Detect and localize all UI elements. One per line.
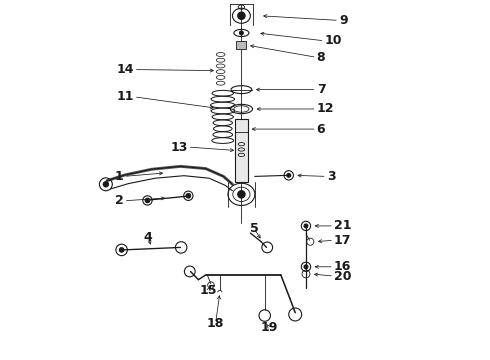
Text: 21: 21 bbox=[334, 219, 351, 233]
Text: 13: 13 bbox=[170, 140, 188, 153]
Circle shape bbox=[103, 182, 108, 187]
Circle shape bbox=[304, 265, 308, 269]
Text: 4: 4 bbox=[144, 231, 152, 244]
Text: 1: 1 bbox=[115, 170, 124, 183]
Bar bbox=[235, 119, 248, 182]
Text: 5: 5 bbox=[249, 222, 258, 235]
Text: 12: 12 bbox=[317, 103, 334, 116]
Circle shape bbox=[287, 174, 291, 177]
Text: 14: 14 bbox=[116, 63, 134, 76]
Circle shape bbox=[240, 31, 243, 35]
Circle shape bbox=[146, 198, 149, 203]
Text: 15: 15 bbox=[199, 284, 217, 297]
Text: 11: 11 bbox=[116, 90, 134, 103]
Text: 7: 7 bbox=[317, 83, 325, 96]
Bar bbox=[236, 41, 246, 49]
Text: 6: 6 bbox=[317, 122, 325, 136]
Text: 17: 17 bbox=[334, 234, 351, 247]
Text: 10: 10 bbox=[324, 34, 342, 48]
Text: 19: 19 bbox=[261, 321, 278, 334]
Circle shape bbox=[238, 12, 245, 19]
Circle shape bbox=[120, 248, 124, 252]
Text: 18: 18 bbox=[207, 317, 224, 330]
Circle shape bbox=[186, 194, 191, 198]
Text: 9: 9 bbox=[339, 14, 347, 27]
Text: 3: 3 bbox=[327, 170, 335, 183]
Circle shape bbox=[238, 191, 245, 198]
Text: 2: 2 bbox=[115, 194, 124, 207]
Circle shape bbox=[304, 224, 308, 228]
Text: 8: 8 bbox=[317, 51, 325, 64]
Text: 16: 16 bbox=[334, 260, 351, 273]
Text: 20: 20 bbox=[334, 270, 351, 283]
